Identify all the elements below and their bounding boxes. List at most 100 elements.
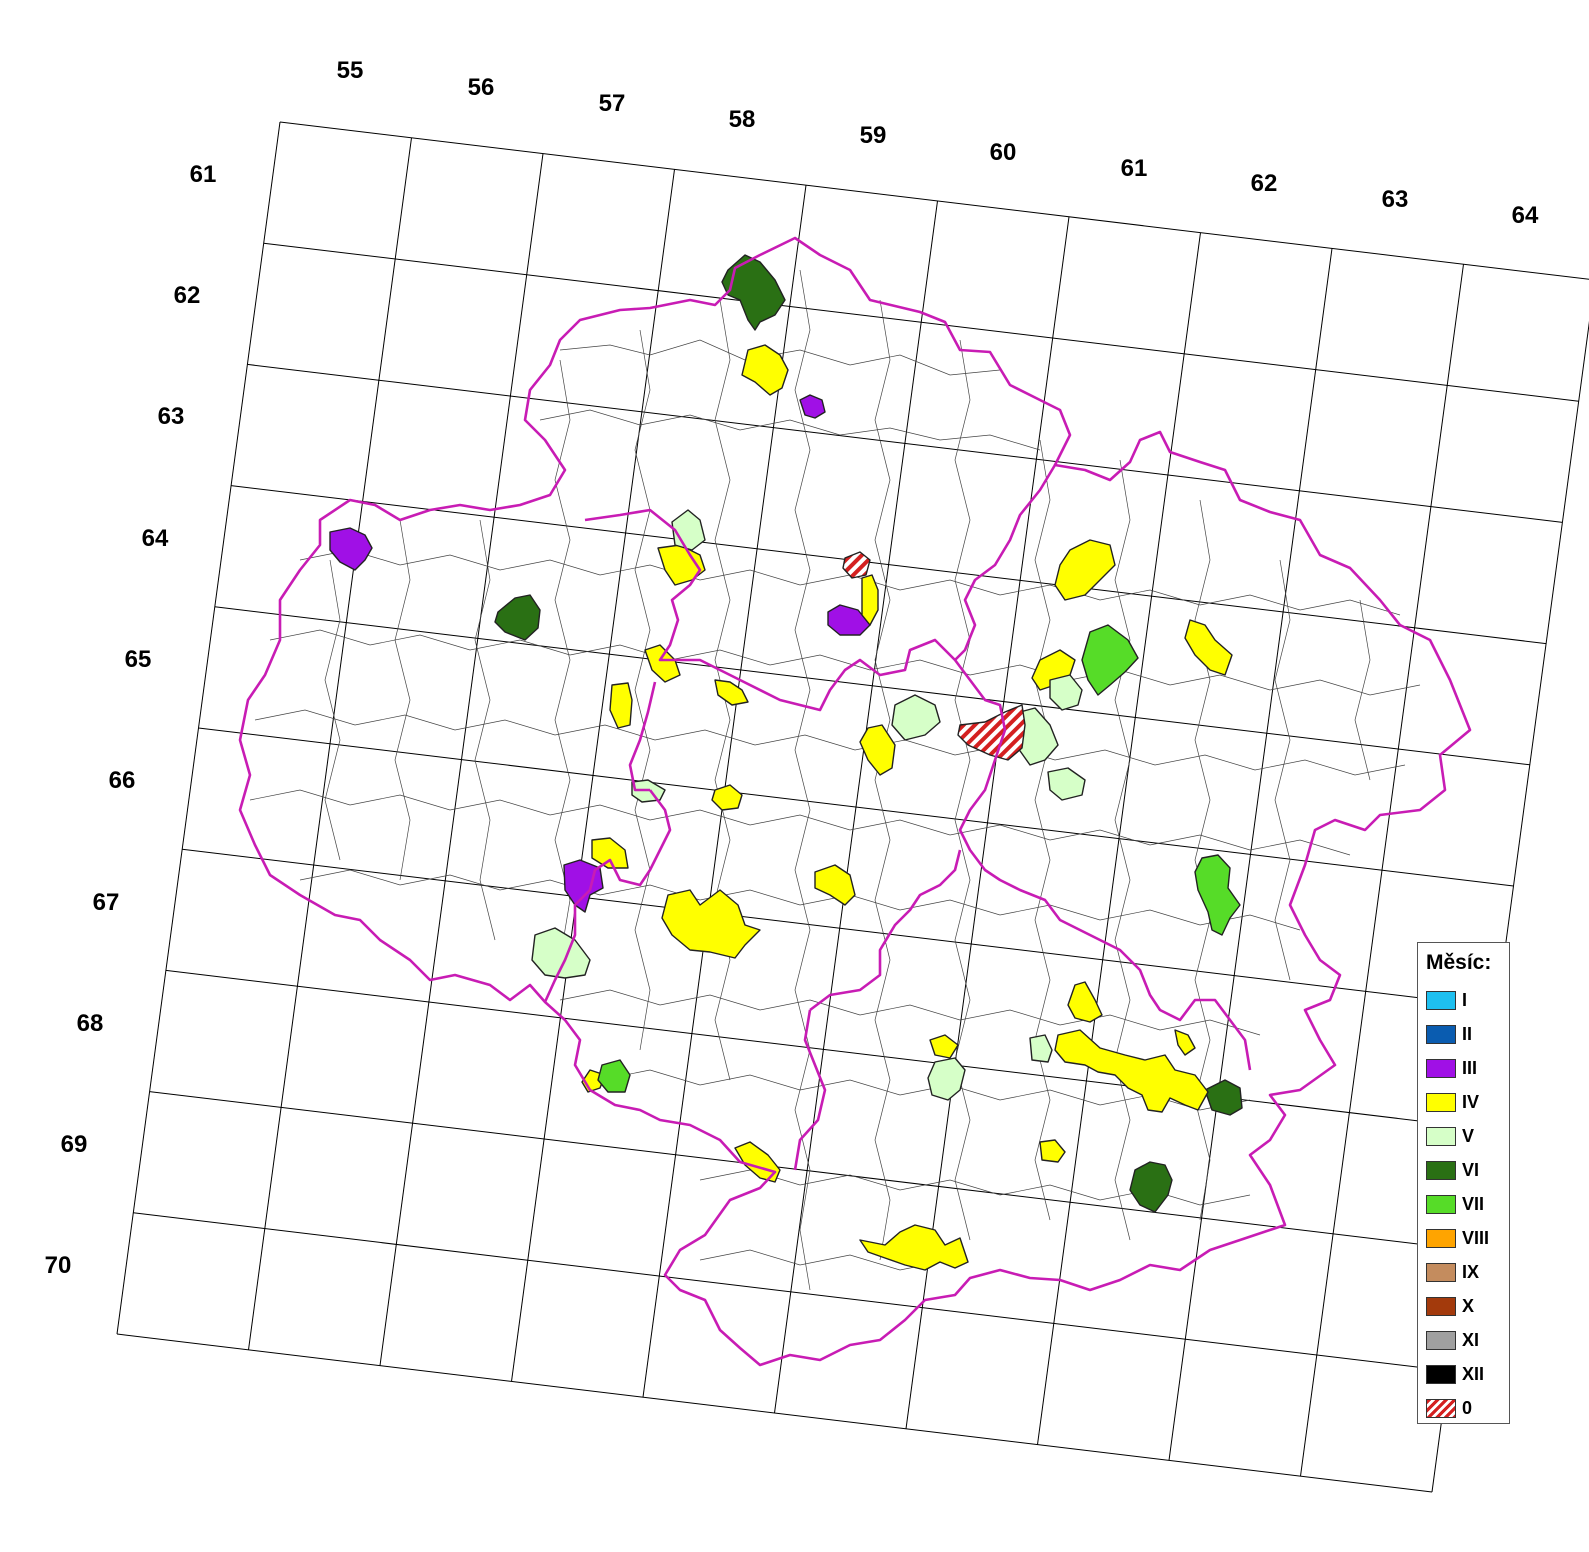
patch-iv <box>859 1224 969 1271</box>
patch-iv <box>814 864 856 906</box>
region-border <box>628 681 657 792</box>
grid-line-horizontal <box>198 727 1514 887</box>
legend-label: VIII <box>1462 1227 1490 1248</box>
legend-label: XII <box>1462 1363 1485 1384</box>
patch-iii <box>329 527 373 571</box>
row-label: 65 <box>125 646 152 673</box>
legend-item: IV <box>1426 1091 1479 1113</box>
region-border <box>793 1009 827 1171</box>
grid-line-horizontal <box>231 485 1547 645</box>
legend-label: VII <box>1462 1193 1485 1214</box>
patch-iv <box>859 724 896 776</box>
column-label: 62 <box>1251 170 1278 197</box>
grid-line-horizontal <box>165 969 1481 1129</box>
legend-swatch <box>1426 1364 1456 1384</box>
legend-swatch <box>1426 1194 1456 1214</box>
legend-swatch <box>1426 1228 1456 1248</box>
patch-iv <box>661 889 761 959</box>
legend: Měsíc: I II III IV V VI VII VIII IX X <box>1417 942 1510 1424</box>
legend-label: II <box>1462 1023 1473 1044</box>
row-label: 68 <box>77 1010 104 1037</box>
patch-v <box>891 694 941 741</box>
row-label: 64 <box>142 525 169 552</box>
legend-title: Měsíc: <box>1426 951 1492 974</box>
column-label: 60 <box>990 139 1017 166</box>
patch-0 <box>957 704 1026 761</box>
row-label: 70 <box>45 1252 72 1279</box>
patch-v <box>1049 674 1083 711</box>
patch-iv <box>609 682 633 729</box>
legend-swatch <box>1426 1092 1456 1112</box>
patch-vi <box>1204 1079 1243 1116</box>
legend-swatch <box>1426 1024 1456 1044</box>
grid-line-horizontal <box>133 1212 1449 1372</box>
patch-iv <box>1054 539 1116 601</box>
legend-label: IX <box>1462 1261 1480 1282</box>
column-label: 59 <box>860 122 887 149</box>
legend-swatch <box>1426 1296 1456 1316</box>
row-label: 61 <box>190 161 217 188</box>
region-border <box>954 464 1057 661</box>
column-label: 57 <box>599 90 626 117</box>
row-label: 62 <box>174 282 201 309</box>
patch-iv <box>1174 1029 1196 1056</box>
legend-item: IX <box>1426 1261 1479 1283</box>
patch-iv <box>1184 619 1233 676</box>
legend-item: I <box>1426 989 1467 1011</box>
row-label: 66 <box>109 767 136 794</box>
patch-vi <box>494 594 541 641</box>
column-label: 55 <box>337 57 364 84</box>
legend-item: VI <box>1426 1159 1479 1181</box>
patch-iv <box>861 574 879 626</box>
month-patches <box>329 254 1243 1271</box>
region-borders <box>238 236 1472 1367</box>
row-label: 67 <box>93 889 120 916</box>
patch-iv <box>644 644 681 683</box>
column-label: 61 <box>1121 155 1148 182</box>
patch-vi <box>721 254 786 331</box>
patch-iv <box>714 679 749 706</box>
patch-iv <box>734 1141 781 1183</box>
legend-item: VIII <box>1426 1227 1489 1249</box>
patch-0 <box>842 551 871 579</box>
legend-label: V <box>1462 1125 1475 1146</box>
legend-swatch <box>1426 990 1456 1010</box>
grid-line-horizontal <box>263 242 1579 402</box>
legend-swatch-hatched <box>1426 1398 1456 1418</box>
legend-label: III <box>1462 1057 1478 1078</box>
patch-iii <box>799 394 826 419</box>
grid-line-horizontal <box>149 1091 1465 1251</box>
patch-vii <box>1081 624 1139 696</box>
legend-label: I <box>1462 989 1468 1010</box>
legend-item: X <box>1426 1295 1474 1317</box>
column-labels: 55 56 57 58 59 60 61 62 63 64 <box>337 57 1539 229</box>
region-border <box>809 849 962 1012</box>
legend-item: II <box>1426 1023 1472 1045</box>
patch-iv <box>711 784 743 811</box>
legend-item: V <box>1426 1125 1474 1147</box>
patch-iv <box>929 1034 959 1059</box>
grid-line-horizontal <box>247 363 1563 523</box>
patch-v <box>671 509 706 551</box>
legend-swatch <box>1426 1160 1456 1180</box>
patch-iii <box>827 604 871 636</box>
patch-iv <box>1054 1029 1209 1113</box>
legend-item: 0 <box>1426 1397 1472 1419</box>
patch-vii <box>1194 854 1241 936</box>
legend-label: X <box>1462 1295 1475 1316</box>
patch-vii <box>597 1059 631 1093</box>
patch-v <box>1029 1034 1053 1063</box>
legend-item: III <box>1426 1057 1477 1079</box>
legend-item: XII <box>1426 1363 1484 1385</box>
patch-iv <box>741 344 789 396</box>
column-label: 64 <box>1512 202 1539 229</box>
grid-line-horizontal <box>279 121 1589 280</box>
legend-swatch <box>1426 1262 1456 1282</box>
patch-v <box>1017 707 1059 766</box>
column-label: 56 <box>468 74 495 101</box>
column-label: 58 <box>729 106 756 133</box>
legend-label: IV <box>1462 1091 1480 1112</box>
patch-vi <box>1129 1161 1173 1213</box>
legend-swatch <box>1426 1126 1456 1146</box>
